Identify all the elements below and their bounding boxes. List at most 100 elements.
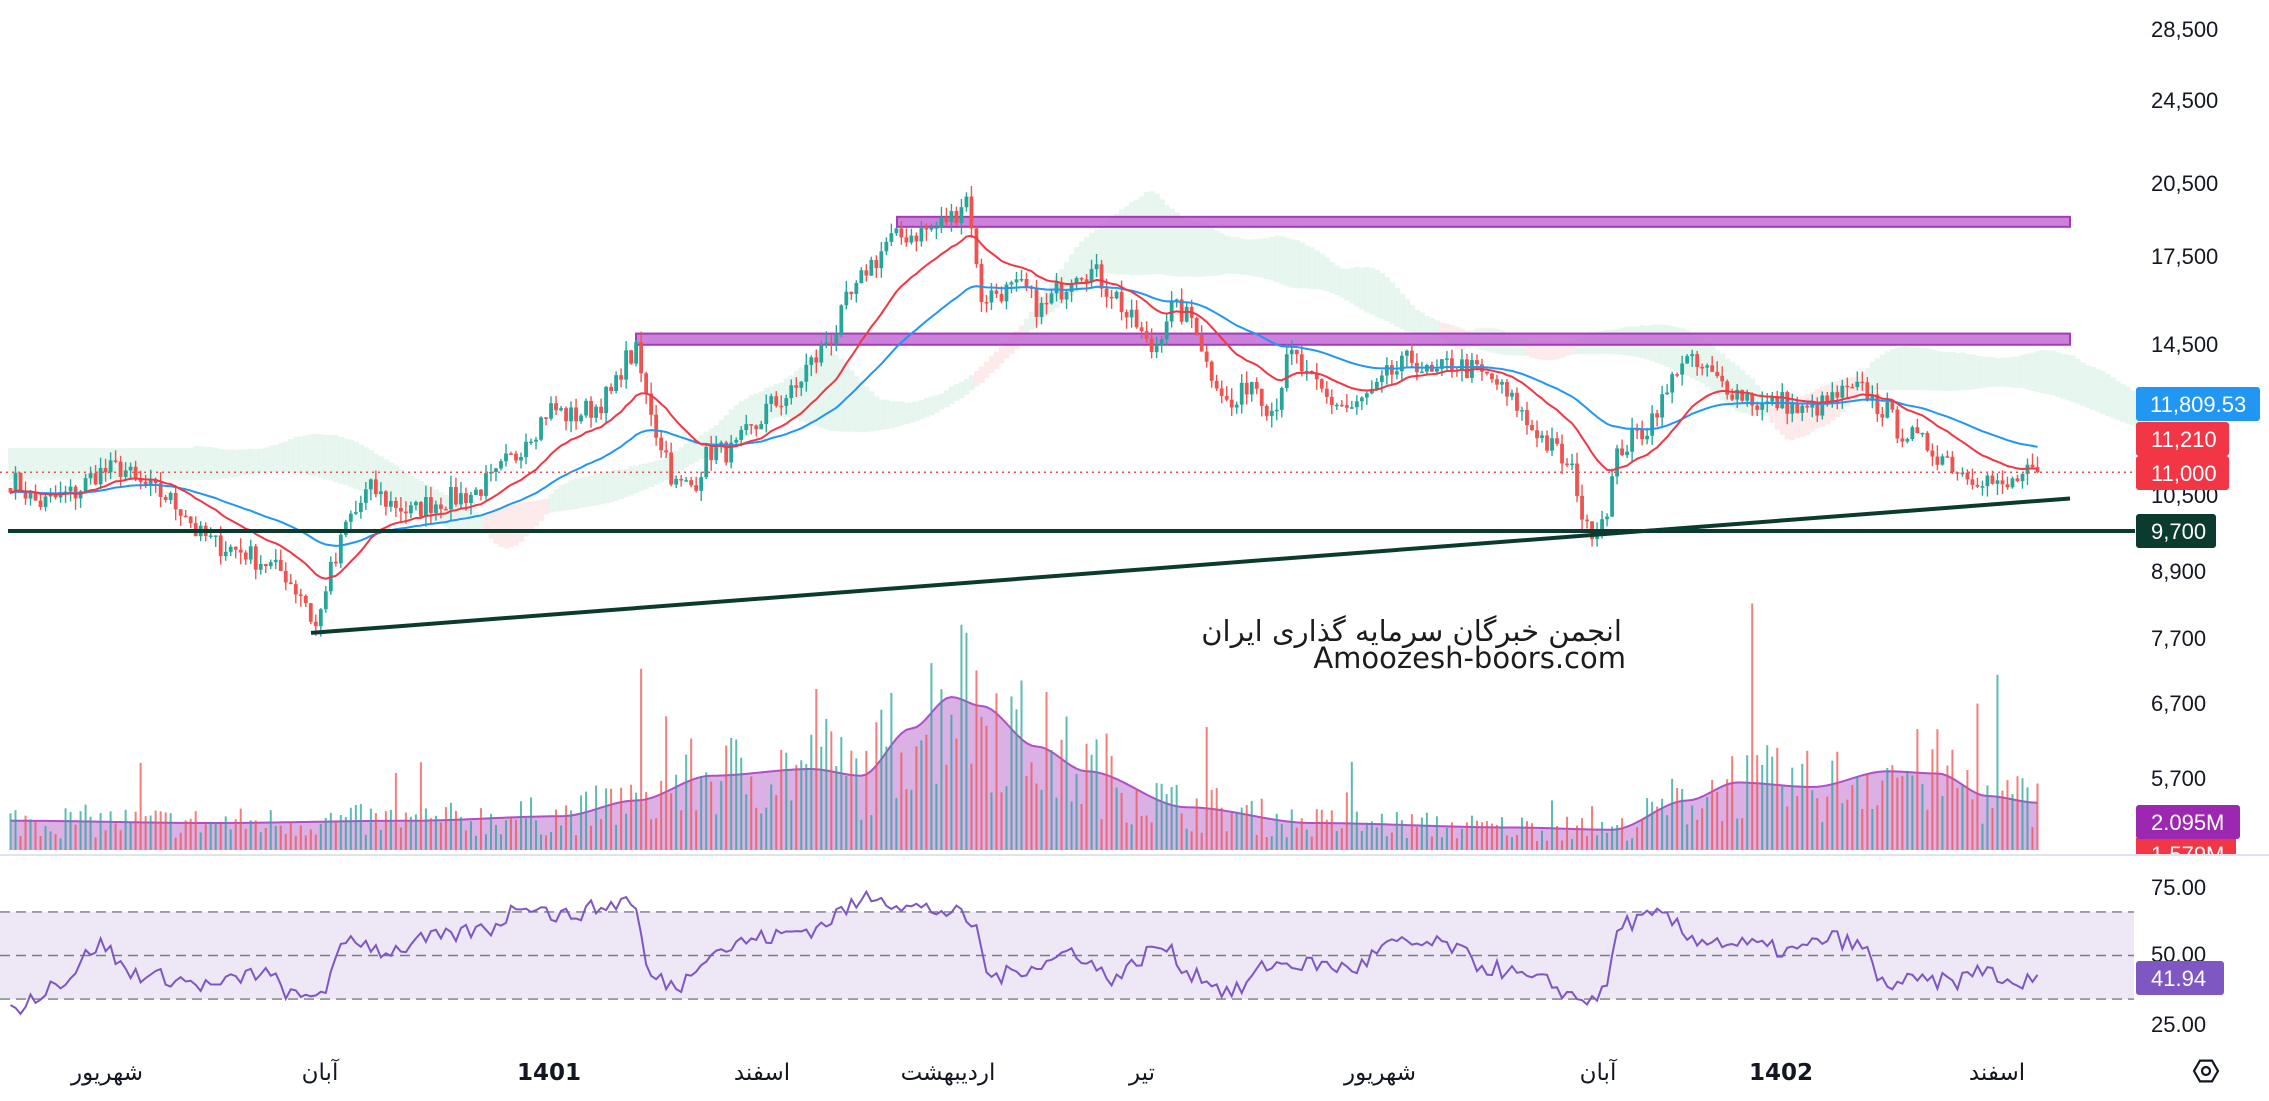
volume-bar [1676,788,1679,850]
rsi-badge [2136,961,2224,995]
cloud-segment [2095,369,2101,412]
candle-body [1229,399,1234,408]
candle-body [869,259,874,276]
candle-body [218,535,223,557]
cloud-segment [1684,330,1691,376]
candle-body [1209,361,1214,381]
candle-body [1665,392,1670,395]
volume-bar [670,793,673,850]
volume-bar [2006,780,2009,850]
cloud-segment [1104,220,1110,274]
volume-bar [525,818,528,850]
candle-body [323,591,328,610]
candle-body [1475,360,1479,365]
cloud-segment [2085,365,2091,408]
volume-bar [479,808,482,850]
cloud-segment [248,448,254,475]
volume-bar [1270,836,1273,850]
cloud-segment [258,448,264,473]
cloud-segment [578,477,585,508]
ma-fast-badge [2136,422,2229,456]
candle-body [1940,456,1945,465]
candle-body [664,450,669,453]
volume-bar [1886,767,1889,850]
candle-body [1625,451,1629,456]
candle-body [544,417,548,419]
volume-bar [394,773,397,850]
cloud-segment [533,500,540,527]
volume-ma-badge [2136,805,2240,839]
cloud-segment [643,463,650,489]
candle-body [1234,404,1239,408]
volume-bar [1040,789,1043,850]
volume-bar [29,819,32,850]
volume-bar [2021,778,2024,850]
volume-bar [1090,754,1093,850]
volume-bar [1175,784,1178,850]
candle-body [814,357,819,363]
volume-ma-area [10,697,2038,850]
rsi-line [10,889,2039,1016]
volume-bar [955,738,958,850]
volume-bar [1305,829,1308,850]
volume-bar [1410,814,1413,850]
candle-body [1865,382,1870,401]
volume-bar [34,821,37,850]
candle-body [959,207,964,223]
volume-bar [1065,716,1068,850]
volume-bar [194,811,197,850]
candle-body [774,396,779,406]
cloud-segment [1189,220,1195,277]
volume-bar [840,737,843,850]
candle-body [1099,264,1104,289]
cloud-segment [1669,326,1676,370]
candle-body [569,407,573,422]
time-axis[interactable]: شهریور آبان 1401 اسفند اردیبهشت تیر شهری… [70,1058,2025,1086]
volume-bar [1110,756,1113,850]
cloud-segment [918,400,925,420]
volume-bar [880,709,883,850]
cloud-segment [983,361,990,379]
volume-bar [204,824,207,850]
cloud-segment [718,419,725,450]
volume-bar [605,788,608,850]
volume-bar [1005,786,1008,850]
volume-bar [504,820,507,850]
candle-body [1379,375,1384,382]
candle-body [1805,405,1810,408]
candle-body [709,446,714,461]
volume-bar [1946,765,1949,850]
volume-bar [1010,696,1013,850]
cloud-segment [658,459,665,483]
cloud-segment [583,476,590,508]
cloud-segment [148,448,154,479]
candle-body [408,505,413,514]
volume-bar [164,812,167,850]
volume-bar [1105,733,1108,850]
volume-bar [149,815,152,850]
cloud-segment [1269,237,1275,281]
price-tick: 7,700 [2151,626,2206,651]
volume-bar [239,808,242,850]
candle-body [804,364,809,382]
candle-body [1945,456,1950,458]
volume-bar [1375,827,1378,850]
candle-body [173,492,178,510]
resistance-zones[interactable] [635,215,2071,346]
cloud-segment [353,441,359,490]
time-label: اردیبهشت [901,1060,996,1086]
candle-body [1615,448,1619,477]
time-label: آبان [1580,1058,1618,1086]
trend-drawings[interactable] [0,471,2135,635]
cloud-segment [1384,277,1390,322]
cloud-segment [43,448,49,480]
settings-hexagon-icon[interactable] [2192,1059,2220,1083]
rsi-axis[interactable]: 75.00 50.00 25.00 [2151,875,2206,1037]
candle-body [584,400,588,416]
cloud-segment [1294,240,1300,289]
cloud-segment [203,446,209,481]
cloud-segment [728,409,735,446]
candlesticks[interactable] [8,185,2040,637]
candle-body [929,227,934,230]
